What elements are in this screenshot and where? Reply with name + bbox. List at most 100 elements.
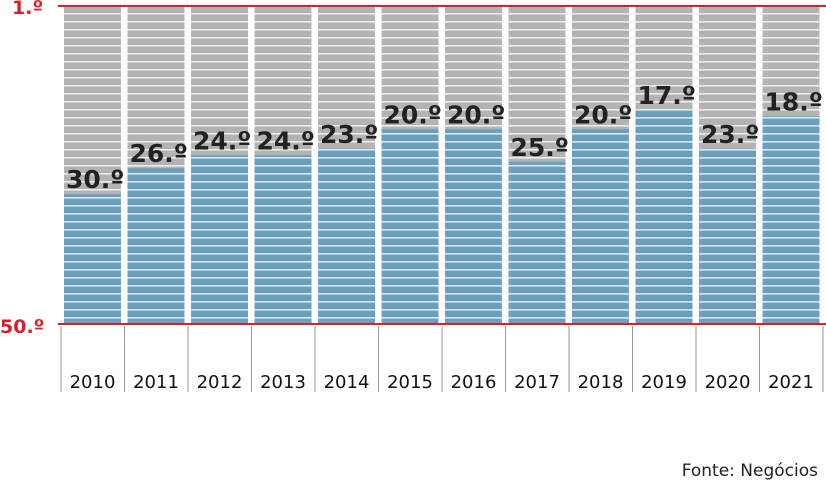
bar-stripe bbox=[191, 21, 248, 23]
bar-stripe bbox=[64, 285, 121, 287]
bar-stripe bbox=[191, 173, 248, 175]
bar-stripe bbox=[381, 205, 439, 207]
bar-stripe bbox=[191, 45, 248, 47]
bar-stripe bbox=[699, 21, 756, 23]
bar-stripe bbox=[572, 125, 629, 127]
x-tick-label: 2018 bbox=[578, 372, 624, 393]
bar-stripe bbox=[64, 61, 121, 63]
bar-stripe bbox=[699, 173, 756, 175]
bar-stripe bbox=[699, 149, 756, 151]
bar-stripe bbox=[318, 197, 375, 199]
bar-stripe bbox=[381, 237, 439, 239]
bar-stripe bbox=[699, 85, 756, 87]
bar-stripe bbox=[127, 125, 185, 127]
bar-stripe bbox=[64, 101, 121, 103]
bars-group bbox=[64, 6, 820, 324]
bar-stripe bbox=[127, 69, 185, 71]
bar-stripe bbox=[572, 277, 629, 279]
bar-stripe bbox=[127, 117, 185, 119]
x-tick-label: 2015 bbox=[387, 372, 433, 393]
bar-stripe bbox=[635, 285, 693, 287]
bar-stripe bbox=[254, 69, 312, 71]
value-label: 30.º bbox=[66, 165, 124, 194]
bar-stripe bbox=[445, 69, 502, 71]
bar-stripe bbox=[508, 261, 566, 263]
bar-stripe bbox=[127, 109, 185, 111]
bar-stripe bbox=[127, 37, 185, 39]
bar-stripe bbox=[572, 165, 629, 167]
bar-stripe bbox=[254, 37, 312, 39]
bar-stripe bbox=[445, 229, 502, 231]
bar-stripe bbox=[699, 61, 756, 63]
bar-stripe bbox=[762, 165, 820, 167]
bar-stripe bbox=[64, 21, 121, 23]
x-tick-label: 2021 bbox=[768, 372, 814, 393]
bar-stripe bbox=[64, 221, 121, 223]
bar-stripe bbox=[635, 77, 693, 79]
bar-stripe bbox=[318, 109, 375, 111]
bar-stripe bbox=[762, 53, 820, 55]
bar-stripe bbox=[318, 101, 375, 103]
bar-stripe bbox=[508, 285, 566, 287]
bar-stripe bbox=[381, 101, 439, 103]
bar-stripe bbox=[635, 61, 693, 63]
bar-stripe bbox=[572, 205, 629, 207]
bar-stripe bbox=[127, 45, 185, 47]
bar-stripe bbox=[508, 29, 566, 31]
bar-stripe bbox=[508, 173, 566, 175]
bar-stripe bbox=[127, 85, 185, 87]
bar-stripe bbox=[381, 77, 439, 79]
bar-stripe bbox=[191, 29, 248, 31]
bar-stripe bbox=[445, 245, 502, 247]
bar-stripe bbox=[64, 253, 121, 255]
bar-stripe bbox=[127, 309, 185, 311]
x-axis: 2010 2011 2012 2013 2014 2015 2016 2017 2018 2019… bbox=[60, 326, 824, 393]
bar-stripe bbox=[64, 141, 121, 143]
bar-stripe bbox=[254, 53, 312, 55]
bar-stripe bbox=[254, 85, 312, 87]
value-label: 20.º bbox=[447, 100, 505, 129]
bar-stripe bbox=[699, 53, 756, 55]
bar-stripe bbox=[445, 101, 502, 103]
bar-stripe bbox=[254, 125, 312, 127]
bar-stripe bbox=[699, 117, 756, 119]
bar-stripe bbox=[699, 317, 756, 319]
bar-stripe bbox=[318, 277, 375, 279]
value-label: 23.º bbox=[320, 120, 378, 149]
bar-stripe bbox=[445, 157, 502, 159]
bar-stripe bbox=[254, 117, 312, 119]
bar-stripe bbox=[635, 101, 693, 103]
bar-stripe bbox=[381, 141, 439, 143]
bar-stripe bbox=[508, 221, 566, 223]
bar-stripe bbox=[572, 189, 629, 191]
bar-stripe bbox=[635, 317, 693, 319]
bar-stripe bbox=[572, 101, 629, 103]
bar-stripe bbox=[318, 229, 375, 231]
bar-stripe bbox=[762, 149, 820, 151]
bar-stripe bbox=[318, 141, 375, 143]
bar-stripe bbox=[318, 237, 375, 239]
bar-stripe bbox=[254, 277, 312, 279]
bar-stripe bbox=[445, 317, 502, 319]
bar-stripe bbox=[445, 205, 502, 207]
bar-stripe bbox=[699, 181, 756, 183]
bar-stripe bbox=[762, 69, 820, 71]
bar-stripe bbox=[699, 125, 756, 127]
bar-stripe bbox=[762, 141, 820, 143]
bar-stripe bbox=[762, 61, 820, 63]
bar-stripe bbox=[127, 165, 185, 167]
bar-stripe bbox=[508, 109, 566, 111]
bar-stripe bbox=[191, 77, 248, 79]
bar-stripe bbox=[699, 261, 756, 263]
bar-stripe bbox=[635, 293, 693, 295]
bar-stripe bbox=[445, 141, 502, 143]
bar-stripe bbox=[508, 53, 566, 55]
bar-stripe bbox=[635, 261, 693, 263]
bar-stripe bbox=[508, 269, 566, 271]
bar bbox=[381, 129, 439, 324]
bar-stripe bbox=[318, 61, 375, 63]
bar-stripe bbox=[635, 141, 693, 143]
bar-stripe bbox=[127, 253, 185, 255]
bar-stripe bbox=[381, 117, 439, 119]
bar-stripe bbox=[127, 261, 185, 263]
